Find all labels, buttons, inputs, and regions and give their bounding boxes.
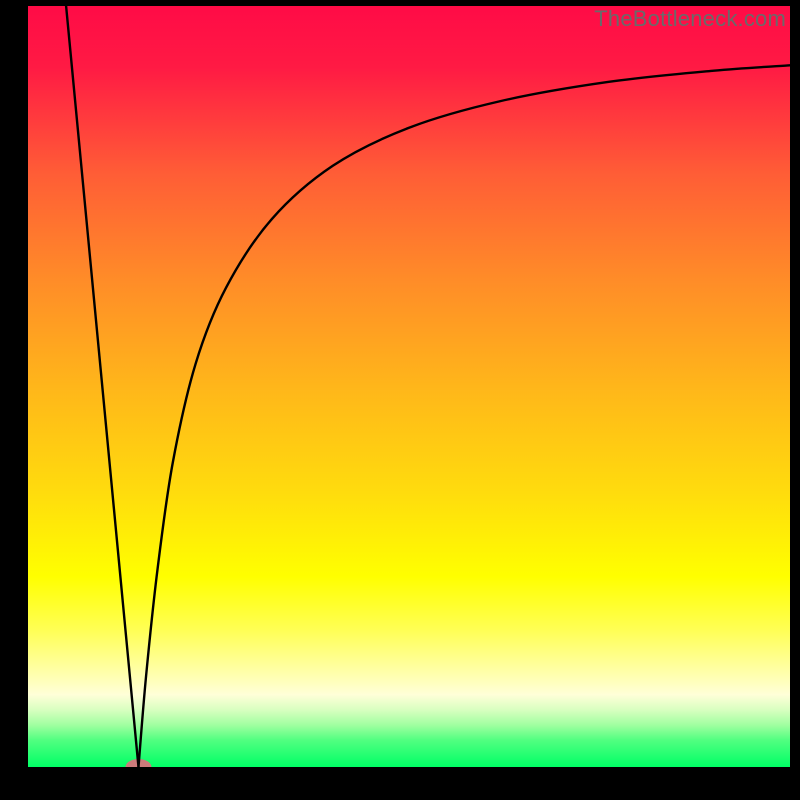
curve-left-branch xyxy=(66,6,138,767)
watermark-text: TheBottleneck.com xyxy=(594,6,786,32)
curve-right-branch xyxy=(138,65,790,767)
bottleneck-curve xyxy=(28,6,790,767)
plot-area xyxy=(28,6,790,767)
chart-frame: TheBottleneck.com xyxy=(0,0,800,800)
